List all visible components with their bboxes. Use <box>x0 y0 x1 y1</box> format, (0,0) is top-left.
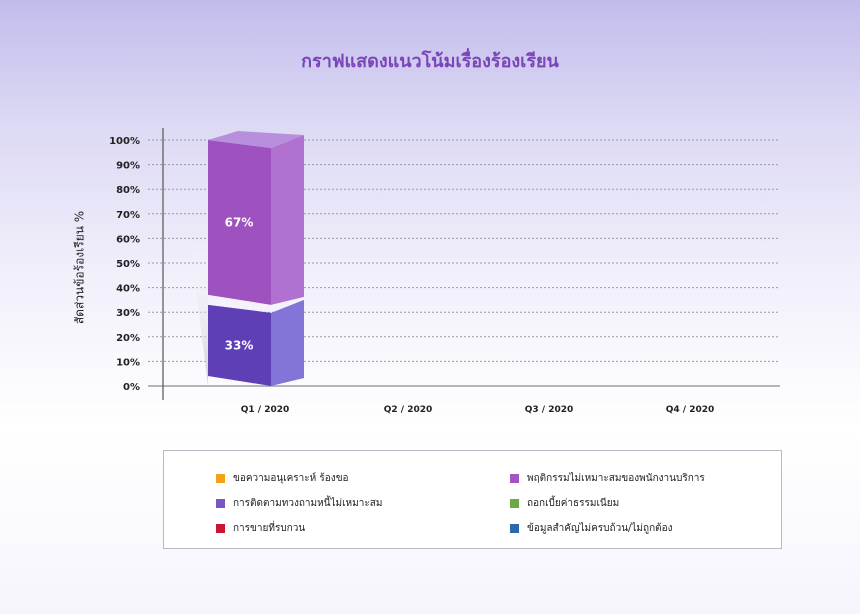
legend-item: ถอกเบี้ยค่าธรรมเนียม <box>510 496 619 511</box>
bars <box>190 131 304 386</box>
legend-label: ขอความอนุเคราะห์ ร้องขอ <box>233 473 349 484</box>
x-tick-label: Q1 / 2020 <box>241 405 290 415</box>
legend-label: พฤติกรรมไม่เหมาะสมของพนักงานบริการ <box>527 473 705 484</box>
legend-label: การขายที่รบกวน <box>233 523 306 534</box>
y-tick-label: 80% <box>116 185 140 196</box>
bar-chart: 0% 10% 20% 30% 40% 50% 60% 70% 80% 90% 100% Q1 / 20… <box>109 128 780 415</box>
y-tick-label: 50% <box>116 259 140 270</box>
legend-swatch <box>216 499 225 508</box>
legend-item: การขายที่รบกวน <box>216 521 305 536</box>
bar-segment <box>208 140 271 305</box>
labels: 0% 10% 20% 30% 40% 50% 60% 70% 80% 90% 100% Q1 / 20… <box>109 136 714 415</box>
legend-swatch <box>510 524 519 533</box>
y-tick-label: 0% <box>123 382 140 393</box>
bar-segment <box>208 304 271 386</box>
x-tick-label: Q4 / 2020 <box>666 405 715 415</box>
y-tick-label: 70% <box>116 210 140 221</box>
bar-segment-side <box>271 299 304 386</box>
y-tick-label: 20% <box>116 333 140 344</box>
y-tick-label: 100% <box>109 136 140 147</box>
legend-swatch <box>216 474 225 483</box>
y-tick-label: 10% <box>116 357 140 368</box>
legend-label: การติดตามทวงถามหนี้ไม่เหมาะสม <box>233 498 383 509</box>
legend-label: ข้อมูลสำคัญไม่ครบถ้วน/ไม่ถูกต้อง <box>527 523 673 534</box>
legend-item: พฤติกรรมไม่เหมาะสมของพนักงานบริการ <box>510 471 705 486</box>
data-label: 67% <box>225 215 254 229</box>
y-tick-label: 90% <box>116 161 140 172</box>
bar-shadow <box>190 240 208 386</box>
legend-swatch <box>510 474 519 483</box>
legend-item: การติดตามทวงถามหนี้ไม่เหมาะสม <box>216 496 382 511</box>
y-tick-label: 30% <box>116 308 140 319</box>
legend-item: ขอความอนุเคราะห์ ร้องขอ <box>216 471 349 486</box>
legend: ขอความอนุเคราะห์ ร้องขอ พฤติกรรมไม่เหมาะส… <box>163 450 782 549</box>
x-tick-label: Q2 / 2020 <box>384 405 433 415</box>
data-label: 33% <box>225 338 254 352</box>
x-tick-label: Q3 / 2020 <box>525 405 574 415</box>
chart-title: กราฟแสดงแนวโน้มเรื่องร้องเรียน <box>301 51 559 72</box>
bar-top <box>208 131 304 148</box>
bar-segment-side <box>271 135 304 305</box>
legend-swatch <box>510 499 519 508</box>
legend-item: ข้อมูลสำคัญไม่ครบถ้วน/ไม่ถูกต้อง <box>510 521 673 536</box>
y-tick-label: 40% <box>116 284 140 295</box>
legend-swatch <box>216 524 225 533</box>
legend-label: ถอกเบี้ยค่าธรรมเนียม <box>527 498 620 509</box>
y-tick-label: 60% <box>116 234 140 245</box>
